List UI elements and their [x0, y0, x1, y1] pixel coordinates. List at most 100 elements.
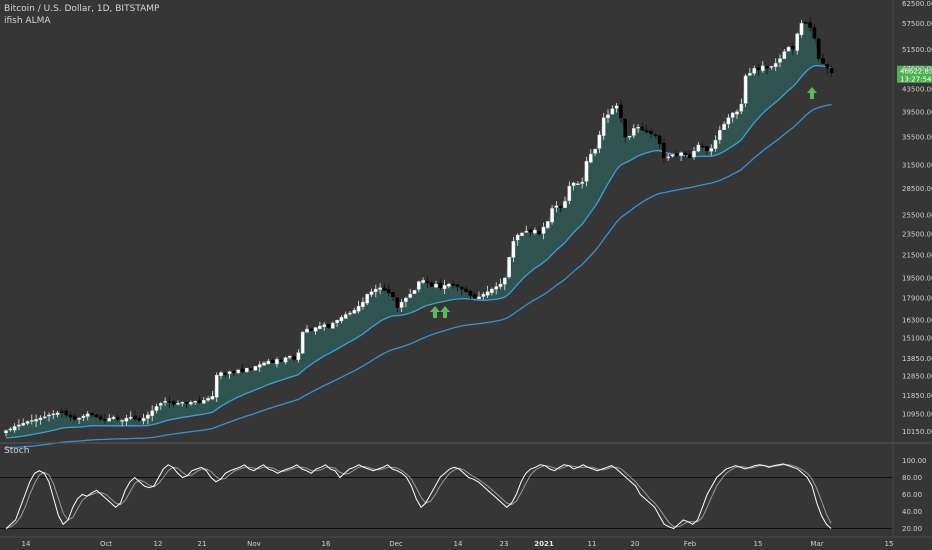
time-tick-label: 2021: [534, 540, 554, 548]
ribbon-segment: [225, 371, 230, 404]
candle-body: [120, 420, 124, 422]
price-tick-label: 11850.00: [902, 392, 932, 400]
candle-body: [399, 301, 404, 308]
candle-body: [412, 290, 417, 294]
candle-body: [709, 148, 713, 152]
candle-body: [408, 294, 413, 298]
candle-body: [490, 288, 494, 293]
ribbon-segment: [393, 296, 398, 316]
stoch-tick-label: 60.00: [902, 491, 922, 499]
candle-body: [429, 282, 434, 287]
candle-body: [705, 146, 709, 151]
ribbon-segment: [242, 368, 247, 396]
ribbon-segment: [805, 22, 811, 72]
candle-body: [107, 418, 111, 422]
ribbon-segment: [289, 356, 295, 378]
candle-body: [696, 144, 701, 152]
candle-body: [300, 331, 305, 354]
candle-body: [804, 22, 808, 24]
candle-body: [395, 297, 400, 308]
moving-average-lines: [5, 65, 832, 449]
indicator-label[interactable]: ifish ALMA: [4, 16, 51, 26]
ribbon-segment: [775, 58, 780, 103]
candle-body: [533, 229, 537, 234]
candle-body: [773, 63, 778, 67]
candle-body: [163, 401, 167, 403]
candle-body: [4, 430, 8, 434]
price-tick-label: 57500.00: [902, 20, 932, 28]
ribbon-segment: [165, 401, 170, 422]
ribbon-segment: [651, 133, 656, 152]
candle-body: [421, 280, 425, 283]
ribbon-segment: [702, 146, 707, 157]
candle-body: [232, 371, 236, 373]
candle-body: [434, 283, 438, 288]
ribbon-segment: [272, 359, 277, 384]
candle-body: [167, 401, 172, 403]
candle-body: [481, 294, 486, 297]
candle-body: [98, 416, 103, 420]
ribbon-segment: [57, 411, 62, 430]
ribbon-segment: [61, 411, 67, 429]
candle-body: [339, 317, 344, 322]
fast-ma-line: [5, 65, 832, 439]
candle-body: [541, 226, 546, 234]
candle-body: [30, 420, 34, 422]
candle-body: [133, 415, 137, 420]
candle-body: [374, 288, 378, 292]
candle-body: [176, 403, 180, 405]
price-tick-label: 39500.00: [902, 108, 932, 116]
candle-body: [743, 75, 748, 104]
price-tick-label: 17900.00: [902, 295, 932, 303]
ribbon-segment: [238, 369, 243, 397]
time-tick-label: 16: [322, 540, 331, 548]
price-tick-label: 16300.00: [902, 317, 932, 325]
candle-body: [584, 161, 589, 182]
candle-body: [193, 401, 198, 403]
stoch-tick-label: 40.00: [902, 508, 922, 516]
candle-body: [700, 145, 705, 148]
slow-ma-line: [5, 103, 832, 449]
candle-body: [477, 296, 481, 300]
candle-body: [778, 58, 782, 63]
candle-body: [425, 281, 430, 284]
ribbon-segment: [307, 329, 312, 368]
ribbon-segment: [612, 105, 617, 177]
time-tick-label: 14: [22, 540, 31, 548]
candle-body: [623, 118, 627, 138]
ribbon-segment: [608, 108, 613, 184]
ribbon-segment: [427, 282, 432, 306]
candle-body: [567, 185, 572, 201]
candle-body: [524, 230, 529, 233]
candle-body: [55, 412, 60, 415]
candle-body: [236, 369, 241, 373]
chart-title[interactable]: Bitcoin / U.S. Dollar, 1D, BITSTAMP: [4, 4, 160, 14]
stoch-label[interactable]: Stoch: [4, 446, 30, 456]
price-tick-label: 35500.00: [902, 133, 932, 141]
candle-body: [34, 419, 38, 422]
candle-body: [589, 153, 593, 163]
candle-body: [825, 64, 830, 69]
ribbon-segment: [264, 361, 269, 387]
candle-body: [90, 413, 94, 416]
ribbon-segment: [208, 396, 213, 414]
candle-body: [296, 352, 301, 360]
ribbon-segment: [758, 65, 763, 118]
ribbon-segment: [453, 285, 458, 300]
candle-body: [227, 371, 232, 374]
candle-body: [141, 418, 146, 422]
candle-body: [150, 410, 155, 416]
candle-body: [81, 415, 86, 419]
ribbon-segment: [345, 313, 350, 345]
ribbon-segment: [642, 130, 647, 155]
candle-body: [528, 229, 533, 233]
candlesticks[interactable]: [4, 16, 834, 437]
candle-body: [515, 234, 520, 241]
ribbon-segment: [18, 423, 24, 437]
ribbon-segment: [801, 22, 806, 77]
ribbon-segment: [646, 132, 651, 153]
candle-body: [666, 156, 670, 159]
